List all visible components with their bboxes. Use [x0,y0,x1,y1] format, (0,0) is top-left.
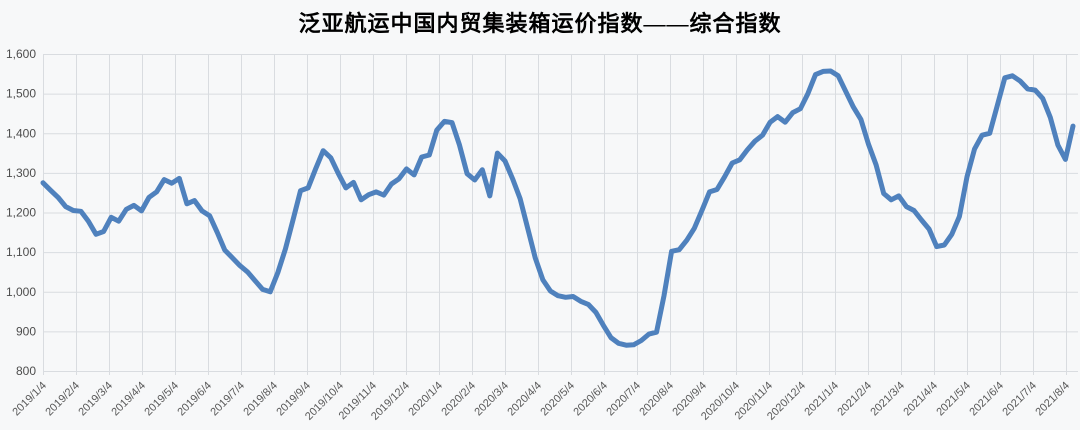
x-tick-label: 2020/5/4 [538,380,577,419]
x-tick-label: 2020/3/4 [472,380,511,419]
x-tick-label: 2021/1/4 [802,380,841,419]
y-tick-label: 1,200 [6,206,36,220]
x-tick-label: 2019/5/4 [142,380,181,419]
x-tick-label: 2019/2/4 [43,380,82,419]
x-axis-labels: 2019/1/42019/2/42019/3/42019/4/42019/5/4… [10,380,1072,423]
x-tick-label: 2019/1/4 [10,380,49,419]
x-tick-label: 2020/8/4 [637,380,676,419]
y-tick-label: 1,100 [6,245,36,259]
x-tick-label: 2020/6/4 [571,380,610,419]
x-tick-label: 2021/8/4 [1033,380,1072,419]
x-tick-label: 2019/8/4 [241,380,280,419]
x-tick-label: 2021/2/4 [835,380,874,419]
x-tick-label: 2021/3/4 [868,380,907,419]
y-tick-label: 800 [16,364,36,378]
x-tick-label: 2021/7/4 [1000,380,1039,419]
x-tick-label: 2019/7/4 [208,380,247,419]
x-tick-label: 2021/6/4 [967,380,1006,419]
x-tick-label: 2020/2/4 [439,380,478,419]
y-tick-label: 1,000 [6,285,36,299]
grid [43,54,1078,375]
x-tick-label: 2019/3/4 [76,380,115,419]
x-tick-label: 2019/4/4 [109,380,148,419]
y-tick-label: 1,600 [6,47,36,61]
x-tick-label: 2020/4/4 [505,380,544,419]
y-tick-label: 900 [16,324,36,338]
y-tick-label: 1,400 [6,126,36,140]
y-tick-label: 1,300 [6,166,36,180]
x-tick-label: 2020/1/4 [406,380,445,419]
x-tick-label: 2019/6/4 [175,380,214,419]
x-tick-label: 2021/4/4 [901,380,940,419]
x-tick-label: 2020/7/4 [604,380,643,419]
y-tick-label: 1,500 [6,87,36,101]
x-tick-label: 2021/5/4 [934,380,973,419]
y-axis-labels: 800 900 1,000 1,100 1,200 1,300 1,400 1,500 1,60… [6,47,36,378]
series-line-composite-index [40,68,1076,348]
chart-title: 泛亚航运中国内贸集装箱运价指数——综合指数 [298,11,782,36]
